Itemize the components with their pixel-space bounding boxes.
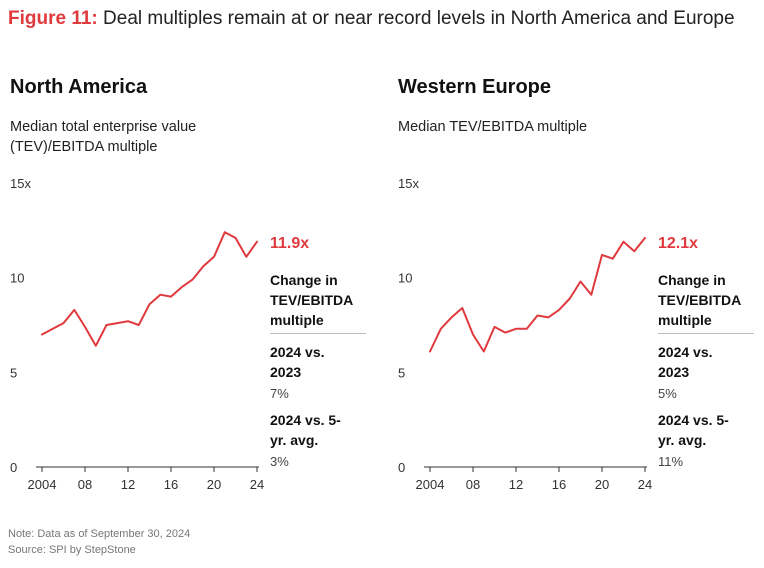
x-tick-label: 08: [466, 477, 480, 492]
panel-subtitle: Median total enterprise value (TEV)/EBIT…: [10, 119, 197, 155]
x-tick-label: 20: [595, 477, 609, 492]
series-line: [429, 236, 646, 353]
x-tick-label: 16: [164, 477, 178, 492]
comparison-label-2: 2024 vs. 5-yr. avg.: [658, 412, 729, 448]
figure-title: Figure 11: Deal multiples remain at or n…: [8, 4, 748, 33]
comparison-label-1: 2024 vs. 2023: [270, 344, 325, 380]
line-chart-western-europe: 15x 10 5 0 2004 08 12 16 20 24: [398, 176, 652, 492]
figure-title-text: Deal multiples remain at or near record …: [97, 8, 735, 29]
comparison-label-2: 2024 vs. 5-yr. avg.: [270, 412, 341, 448]
panel-title: North America: [10, 76, 148, 98]
figure-number: Figure 11:: [8, 8, 98, 29]
x-tick-label: 08: [78, 477, 92, 492]
comparison-value-1: 7%: [270, 386, 289, 401]
y-tick-label: 15x: [398, 176, 419, 191]
x-tick-label: 2004: [28, 477, 57, 492]
change-header: Change in TEV/EBITDA multiple: [658, 272, 741, 328]
y-tick-label: 5: [398, 365, 405, 380]
y-tick-label: 15x: [10, 176, 31, 191]
y-tick-label: 0: [10, 460, 17, 475]
comparison-value-1: 5%: [658, 386, 677, 401]
source-note: Source: SPI by StepStone: [8, 544, 136, 556]
latest-value-label: 11.9x: [270, 235, 310, 252]
panel-subtitle: Median TEV/EBITDA multiple: [398, 119, 588, 135]
x-tick-label: 24: [250, 477, 264, 492]
series-line: [41, 231, 258, 347]
panel-title: Western Europe: [398, 76, 551, 98]
line-chart-north-america: 15x 10 5 0 2004 08 12 16 20 24: [10, 176, 264, 492]
chart-panel-western-europe: Western Europe Median TEV/EBITDA multipl…: [388, 0, 764, 530]
comparison-value-2: 3%: [270, 454, 289, 469]
comparison-value-2: 11%: [658, 454, 684, 469]
change-header: Change in TEV/EBITDA multiple: [270, 272, 353, 328]
chart-panel-north-america: North America Median total enterprise va…: [0, 0, 380, 530]
x-tick-label: 12: [509, 477, 523, 492]
divider: [270, 333, 366, 334]
comparison-label-1: 2024 vs. 2023: [658, 344, 713, 380]
footnote: Note: Data as of September 30, 2024: [8, 528, 191, 540]
x-tick-label: 24: [638, 477, 652, 492]
x-tick-label: 16: [552, 477, 566, 492]
y-tick-label: 10: [398, 271, 412, 286]
x-tick-label: 12: [121, 477, 135, 492]
y-tick-label: 10: [10, 271, 24, 286]
y-tick-label: 5: [10, 365, 17, 380]
x-tick-label: 20: [207, 477, 221, 492]
y-tick-label: 0: [398, 460, 405, 475]
divider: [658, 333, 754, 334]
x-tick-label: 2004: [416, 477, 445, 492]
latest-value-label: 12.1x: [658, 235, 699, 252]
